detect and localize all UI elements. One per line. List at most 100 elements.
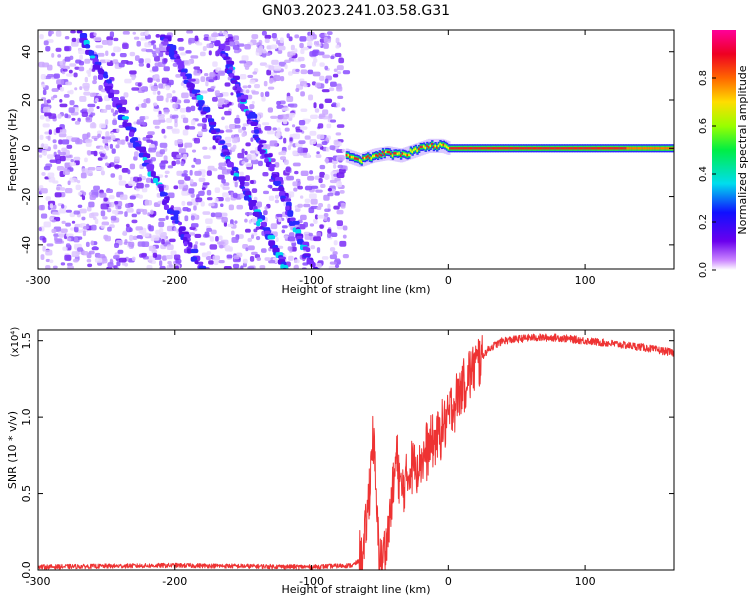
spectrogram-noise-cell [292, 162, 301, 167]
spectrogram-noise-cell [131, 213, 138, 218]
spectrogram-noise-cell [226, 254, 233, 259]
spectrogram-noise-cell [279, 37, 284, 44]
spectrogram-noise-cell [73, 236, 79, 241]
spectrogram-noise-cell [184, 60, 191, 66]
spectrogram-noise-cell [230, 219, 234, 226]
spectrogram-noise-cell [336, 102, 341, 108]
spectrogram-noise-cell [48, 129, 52, 135]
spectrogram-noise-cell [208, 202, 215, 207]
spectrogram-x-axis-label: Height of straight line (km) [281, 283, 430, 296]
spectrogram-noise-cell [245, 142, 251, 147]
spectrogram-noise-cell [212, 168, 218, 172]
spectrogram-noise-cell [124, 239, 128, 244]
figure-title: GN03.2023.241.03.58.G31 [262, 3, 450, 19]
spectrogram-noise-cell [236, 204, 244, 210]
spectrogram-noise-cell [77, 204, 83, 208]
carrier-core-cell [605, 147, 608, 150]
spectrogram-streak-cell [153, 177, 158, 184]
spectrogram-noise-cell [287, 246, 293, 251]
spectrogram-noise-cell [215, 236, 219, 242]
spectrogram-streak-cell [215, 40, 221, 44]
spectrogram-noise-cell [134, 151, 139, 158]
spectrogram-noise-cell [222, 104, 230, 108]
spectrogram-noise-cell [217, 98, 226, 104]
spectrogram-noise-cell [213, 260, 219, 266]
spectrogram-noise-cell [267, 184, 272, 188]
spectrogram-streak-cell [98, 71, 105, 75]
spectrogram-noise-cell [87, 263, 93, 268]
spectrogram-streak-cell [226, 69, 233, 75]
spectrogram-noise-cell [66, 144, 73, 149]
carrier-core-cell [609, 147, 613, 150]
spectrogram-noise-cell [286, 175, 295, 181]
carrier-core-cell [350, 155, 354, 159]
carrier-core-cell [577, 147, 580, 150]
carrier-core-cell [523, 147, 526, 150]
spectrogram-noise-cell [281, 107, 290, 111]
spectrogram-noise-cell [313, 102, 317, 109]
spectrogram-noise-cell [51, 219, 56, 223]
spectrogram-noise-cell [336, 169, 340, 174]
spectrogram-noise-cell [83, 226, 89, 230]
spectrogram-noise-cell [277, 45, 286, 51]
carrier-core-cell [463, 147, 467, 150]
spectrogram-noise-cell [312, 218, 317, 223]
spectrogram-noise-cell [299, 195, 304, 199]
spectrogram-noise-cell [91, 121, 96, 128]
spectrogram-noise-cell [294, 170, 299, 175]
carrier-core-cell [514, 147, 518, 150]
spectrogram-noise-cell [107, 39, 113, 46]
spectrogram-noise-cell [276, 213, 284, 217]
spectrogram-noise-cell [87, 71, 91, 77]
carrier-core-cell [422, 145, 426, 148]
spectrogram-streak-cell [79, 33, 88, 39]
spectrogram-noise-cell [73, 258, 79, 263]
carrier-core-cell [521, 147, 524, 150]
spectrogram-x-tick-label: -300 [26, 274, 51, 287]
spectrogram-noise-cell [93, 185, 100, 191]
spectrogram-noise-cell [298, 140, 306, 145]
spectrogram-noise-cell [58, 233, 65, 238]
spectrogram-noise-cell [174, 139, 178, 146]
spectrogram-noise-cell [309, 223, 315, 227]
spectrogram-noise-cell [167, 192, 175, 199]
carrier-core-cell [401, 152, 404, 155]
spectrogram-noise-cell [136, 40, 141, 47]
snr-y-tick-label: 1.5 [20, 332, 33, 350]
spectrogram-noise-cell [225, 38, 230, 43]
spectrogram-noise-cell [70, 30, 76, 34]
carrier-core-cell [414, 147, 418, 150]
carrier-core-cell [462, 147, 465, 150]
carrier-core-cell [634, 147, 638, 150]
spectrogram-noise-cell [94, 257, 103, 263]
spectrogram-noise-cell [306, 152, 310, 159]
spectrogram-noise-cell [276, 127, 281, 134]
spectrogram-noise-cell [38, 154, 43, 158]
carrier-core-cell [496, 147, 500, 150]
spectrogram-noise-cell [172, 62, 178, 67]
spectrogram-noise-cell [119, 99, 128, 105]
spectrogram-x-tick-label: -100 [299, 274, 324, 287]
spectrogram-noise-cell [221, 168, 230, 175]
spectrogram-noise-cell [318, 113, 326, 118]
carrier-core-cell [590, 147, 593, 150]
spectrogram-x-ticks: -300 -200 -100 0 100 [26, 30, 596, 287]
spectrogram-noise-cell [324, 98, 333, 103]
carrier-core-cell [458, 147, 462, 150]
spectrogram-noise-cell [342, 253, 349, 259]
spectrogram-noise-cell [71, 37, 77, 42]
spectrogram-noise-cell [105, 104, 112, 110]
spectrogram-noise-cell [307, 175, 315, 181]
spectrogram-noise-cell [100, 224, 106, 229]
carrier-core-cell [649, 147, 652, 150]
spectrogram-noise-cell [250, 150, 258, 154]
spectrogram-streak-cell [182, 75, 188, 80]
spectrogram-noise-cell [154, 62, 162, 67]
spectrogram-noise-cell [329, 232, 338, 238]
spectrogram-noise-cell [138, 62, 145, 67]
carrier-core-cell [567, 147, 570, 150]
spectrogram-noise-cell [128, 241, 135, 248]
carrier-core-cell [600, 147, 603, 150]
spectrogram-streak-cell [186, 82, 194, 88]
spectrogram-noise-cell [201, 128, 208, 132]
